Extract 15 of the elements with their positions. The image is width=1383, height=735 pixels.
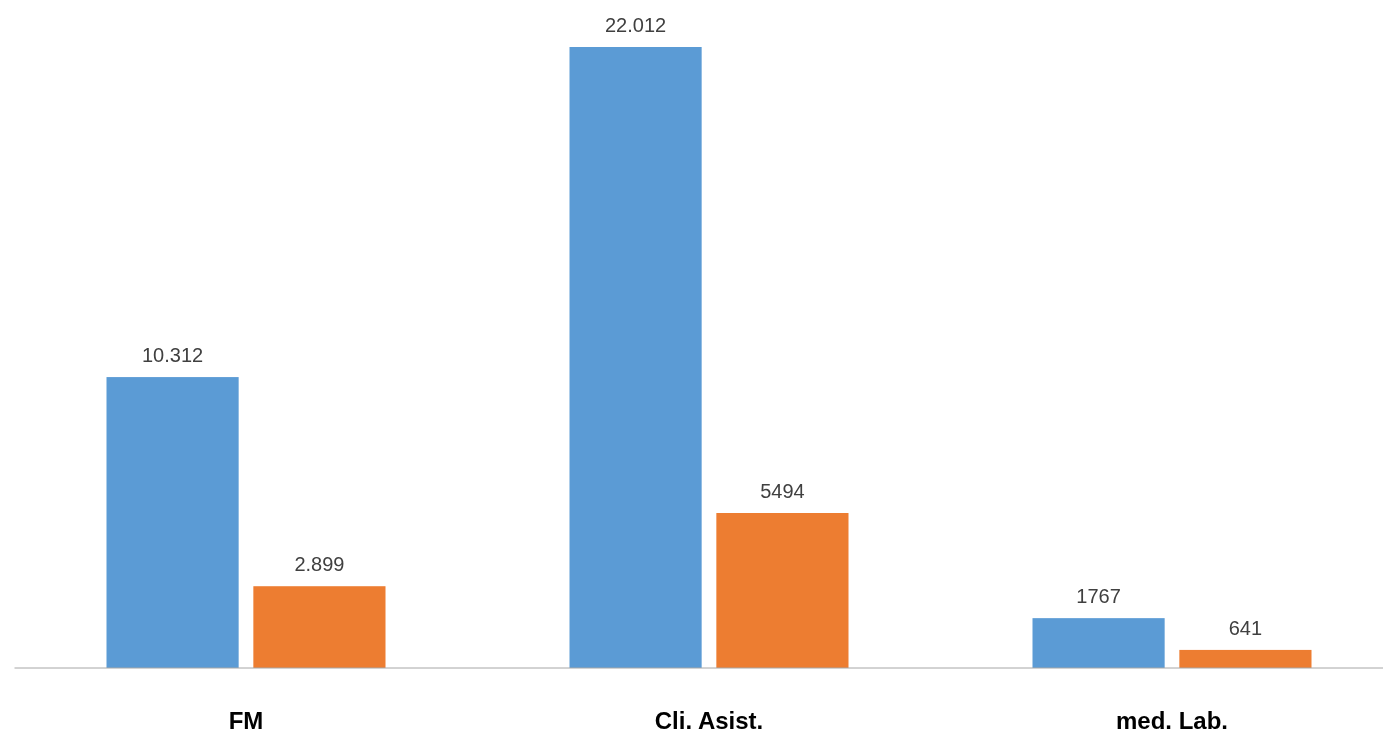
data-label: 2.899	[294, 553, 345, 576]
bar	[253, 586, 386, 668]
data-label: 10.312	[141, 344, 204, 367]
bar	[106, 377, 239, 668]
data-label: 641	[1228, 616, 1263, 639]
bar	[716, 513, 849, 668]
data-label: 1767	[1076, 585, 1121, 608]
bar	[569, 47, 702, 668]
data-label: 5494	[760, 480, 805, 502]
bar	[1032, 618, 1165, 668]
x-tick-label: med. Lab.	[1115, 707, 1229, 734]
x-tick-label: FM	[228, 707, 264, 734]
x-tick-label: Cli. Asist.	[654, 707, 764, 734]
data-label: 22.012	[604, 14, 667, 36]
bar	[1179, 649, 1312, 668]
